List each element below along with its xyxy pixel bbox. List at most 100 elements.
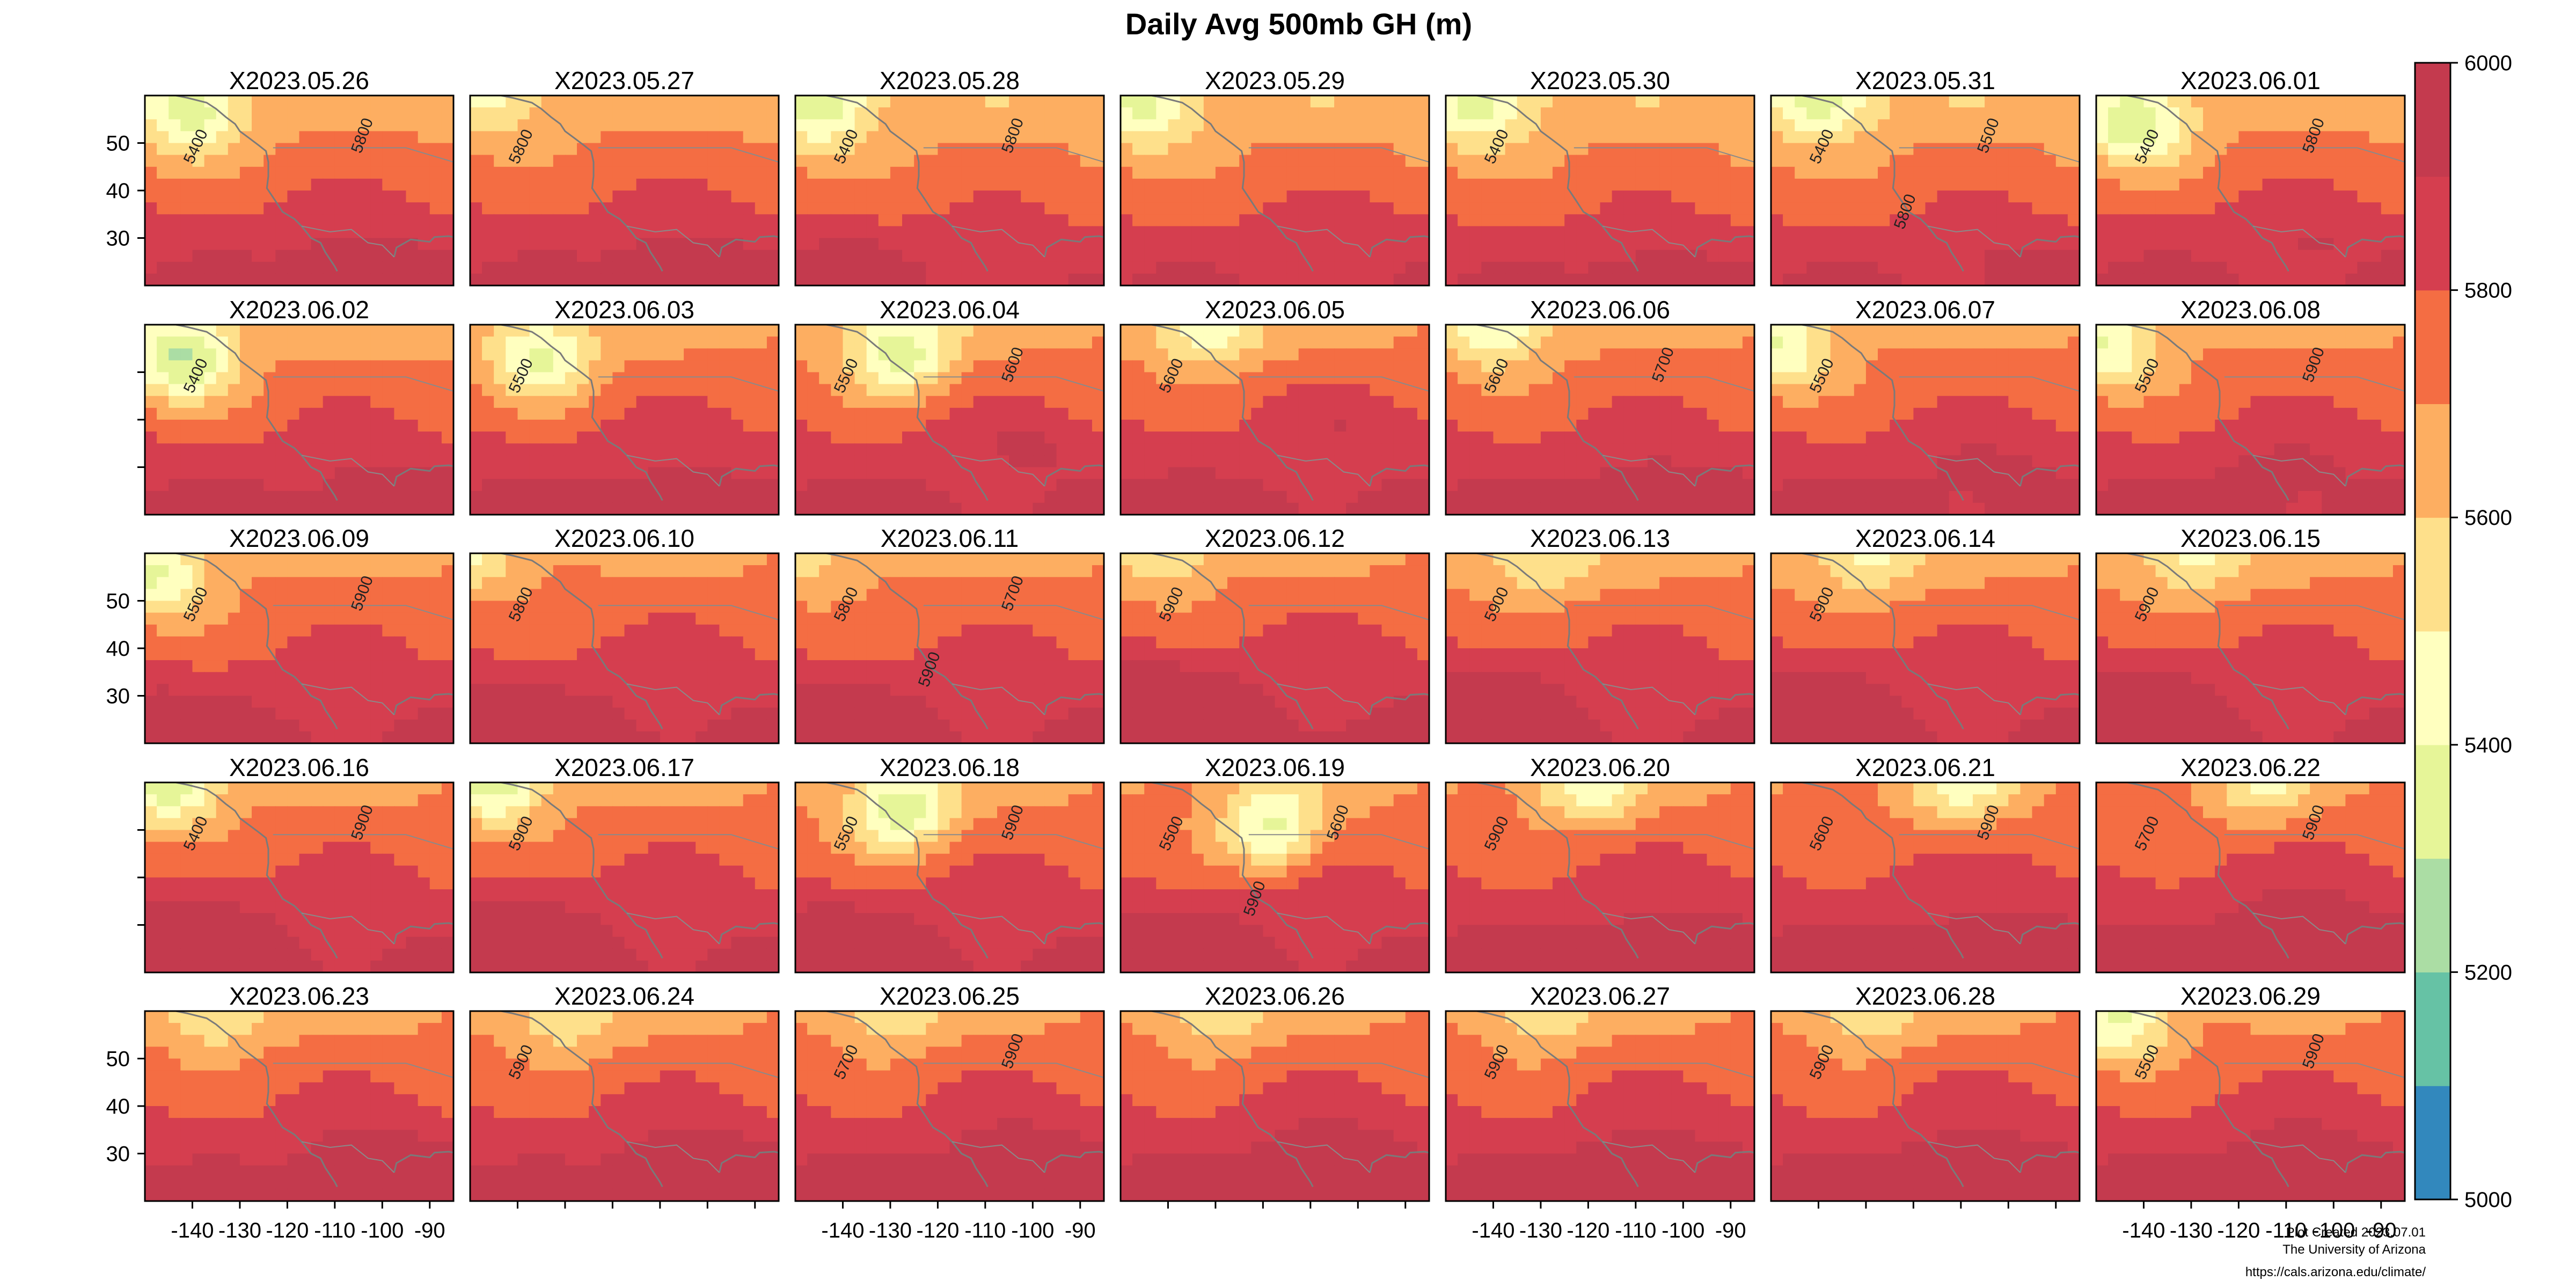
field-cell xyxy=(1783,143,1795,156)
field-cell xyxy=(252,155,264,167)
field-cell xyxy=(1553,226,1565,239)
field-cell xyxy=(601,467,613,480)
field-cell xyxy=(795,479,808,492)
field-cell xyxy=(2345,202,2358,215)
field-cell xyxy=(949,202,962,215)
field-cell xyxy=(1576,360,1589,373)
field-cell xyxy=(938,119,950,132)
field-cell xyxy=(1623,238,1636,251)
field-cell xyxy=(275,420,288,432)
field-cell xyxy=(1659,261,1672,274)
field-cell xyxy=(1180,96,1192,108)
field-cell xyxy=(636,178,649,191)
field-cell xyxy=(1517,261,1529,274)
field-cell xyxy=(2381,261,2394,274)
field-cell xyxy=(866,348,879,361)
field-cell xyxy=(1695,131,1708,144)
field-cell xyxy=(973,96,986,108)
field-cell xyxy=(1033,479,1045,492)
field-cell xyxy=(1144,372,1157,385)
field-cell xyxy=(1298,166,1311,179)
field-cell xyxy=(743,166,756,179)
field-cell xyxy=(1576,119,1589,132)
field-cell xyxy=(1132,431,1145,444)
field-cell xyxy=(1144,325,1157,337)
field-cell xyxy=(1227,502,1240,515)
field-cell xyxy=(1730,178,1743,191)
field-cell xyxy=(914,202,927,215)
field-cell xyxy=(334,479,347,492)
field-cell xyxy=(1783,178,1795,191)
field-cell xyxy=(299,202,312,215)
field-cell xyxy=(1080,273,1093,286)
field-cell xyxy=(636,325,649,337)
field-cell xyxy=(831,491,844,503)
field-cell xyxy=(2203,214,2215,227)
field-cell xyxy=(264,431,276,444)
field-cell xyxy=(1576,155,1589,167)
field-cell xyxy=(684,325,696,337)
field-cell xyxy=(441,238,453,251)
field-cell xyxy=(1783,96,1795,108)
field-cell xyxy=(1730,131,1743,144)
field-cell xyxy=(1132,336,1145,349)
panel-frame xyxy=(1119,94,1430,287)
field-cell xyxy=(707,226,720,239)
field-cell xyxy=(1180,467,1192,480)
field-cell xyxy=(2167,202,2180,215)
field-cell xyxy=(1612,431,1624,444)
field-cell xyxy=(1493,325,1506,337)
field-cell xyxy=(394,502,407,515)
field-cell xyxy=(470,420,482,432)
field-cell xyxy=(517,384,530,397)
field-cell xyxy=(1239,479,1252,492)
field-cell xyxy=(180,166,193,179)
field-cell xyxy=(854,178,867,191)
field-cell xyxy=(2227,273,2240,286)
field-cell xyxy=(1446,131,1458,144)
field-cell xyxy=(1865,250,1878,262)
field-cell xyxy=(506,238,518,251)
field-cell xyxy=(1612,178,1624,191)
field-cell xyxy=(1771,96,1783,108)
field-cell xyxy=(1310,360,1323,373)
field-cell xyxy=(2310,166,2322,179)
field-cell xyxy=(1275,107,1287,120)
field-cell xyxy=(1564,443,1577,456)
field-cell xyxy=(696,502,708,515)
field-cell xyxy=(1080,396,1093,408)
field-cell xyxy=(1648,420,1660,432)
field-cell xyxy=(696,273,708,286)
field-cell xyxy=(494,96,507,108)
field-cell xyxy=(973,455,986,468)
field-cell xyxy=(890,479,903,492)
field-cell xyxy=(157,131,169,144)
field-cell xyxy=(145,155,157,167)
field-cell xyxy=(1960,166,1973,179)
field-cell xyxy=(1648,226,1660,239)
field-cell xyxy=(192,250,205,262)
field-cell xyxy=(192,96,205,108)
field-cell xyxy=(1730,273,1743,286)
field-cell xyxy=(819,202,832,215)
field-cell xyxy=(506,131,518,144)
field-cell xyxy=(470,226,482,239)
field-cell xyxy=(985,143,998,156)
field-cell xyxy=(1648,261,1660,274)
field-cell xyxy=(1718,407,1731,420)
field-cell xyxy=(2191,226,2204,239)
field-cell xyxy=(418,479,430,492)
field-cell xyxy=(2250,155,2263,167)
field-cell xyxy=(1275,360,1287,373)
field-cell xyxy=(807,226,819,239)
field-cell xyxy=(2020,250,2033,262)
field-cell xyxy=(1635,96,1648,108)
field-cell xyxy=(1092,131,1104,144)
field-cell xyxy=(1227,191,1240,203)
field-cell xyxy=(2227,96,2240,108)
field-cell xyxy=(370,178,383,191)
field-cell xyxy=(1227,202,1240,215)
field-cell xyxy=(1830,226,1843,239)
